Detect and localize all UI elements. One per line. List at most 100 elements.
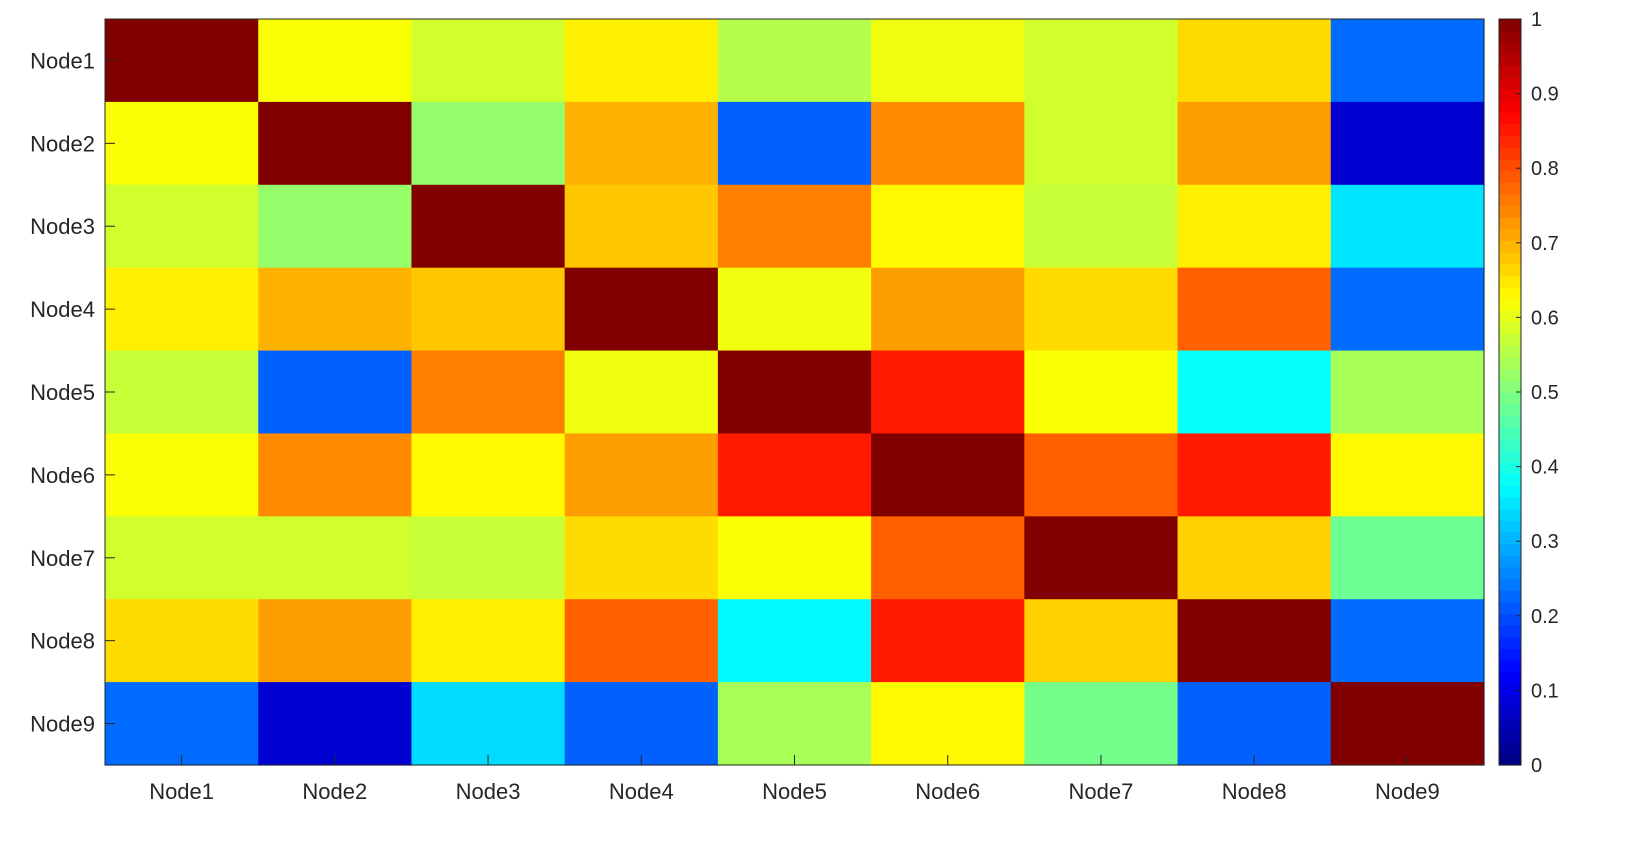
heatmap-cell — [1330, 19, 1485, 103]
colorbar-segment — [1499, 695, 1521, 708]
heatmap-cell — [1024, 682, 1179, 766]
colorbar-segment — [1499, 392, 1521, 405]
y-tick-label: Node8 — [30, 629, 95, 654]
colorbar-segment — [1499, 333, 1521, 346]
colorbar-segment — [1499, 543, 1521, 556]
colorbar-segment — [1499, 368, 1521, 381]
heatmap-cell — [1330, 599, 1485, 683]
heatmap-cell — [1177, 19, 1332, 103]
heatmap-cell — [717, 101, 872, 186]
heatmap-cell — [564, 433, 719, 517]
colorbar-segment — [1499, 380, 1521, 393]
colorbar-tick-label: 0.3 — [1531, 531, 1559, 553]
heatmap-cell — [1024, 19, 1179, 103]
colorbar-tick-label: 0.9 — [1531, 84, 1559, 106]
heatmap-cell — [258, 682, 413, 766]
heatmap-cell — [411, 350, 566, 435]
colorbar-segment — [1499, 158, 1521, 172]
heatmap-cell — [1024, 267, 1179, 352]
heatmap-cell — [871, 19, 1025, 103]
colorbar-tick-label: 0.7 — [1531, 233, 1559, 255]
colorbar-segment — [1499, 671, 1521, 685]
x-tick-label: Node8 — [1222, 779, 1287, 804]
heatmap-cell — [1177, 433, 1332, 517]
colorbar-segment — [1499, 706, 1521, 719]
colorbar-segment — [1499, 322, 1521, 335]
colorbar-tick-label: 0.8 — [1531, 158, 1559, 180]
colorbar-tick-label: 0.5 — [1531, 382, 1559, 404]
colorbar-segment — [1499, 753, 1521, 766]
heatmap-cell — [411, 682, 566, 766]
heatmap-cell — [871, 682, 1025, 766]
heatmap-cell — [564, 184, 719, 269]
colorbar-segment — [1499, 450, 1521, 463]
heatmap-cell — [411, 433, 566, 517]
colorbar-segment — [1499, 357, 1521, 370]
heatmap-cell — [105, 599, 259, 683]
heatmap-cell — [564, 516, 719, 600]
x-tick-label: Node5 — [762, 779, 827, 804]
colorbar-segment — [1499, 741, 1521, 754]
colorbar-segment — [1499, 88, 1521, 102]
colorbar-tick-label: 1 — [1531, 9, 1542, 31]
y-tick-label: Node6 — [30, 463, 95, 488]
colorbar-segment — [1499, 123, 1521, 137]
heatmap-cell — [411, 184, 566, 269]
heatmap-cell — [717, 433, 872, 517]
colorbar-segment — [1499, 240, 1521, 253]
colorbar-segment — [1499, 345, 1521, 358]
heatmap-cell — [1024, 184, 1179, 269]
colorbar-segment — [1499, 205, 1521, 218]
colorbar-segment — [1499, 263, 1521, 277]
heatmap-cell — [105, 19, 259, 103]
heatmap-cell — [411, 267, 566, 352]
colorbar-segment — [1499, 601, 1521, 615]
heatmap-cell — [717, 19, 872, 103]
heatmap-cell — [564, 599, 719, 683]
heatmap-cell — [1177, 682, 1332, 766]
heatmap-cell — [1330, 350, 1485, 435]
heatmap-cell — [1177, 599, 1332, 683]
heatmap-cell — [564, 350, 719, 435]
colorbar-segment — [1499, 135, 1521, 148]
colorbar-segment — [1499, 730, 1521, 743]
heatmap-cell — [1024, 101, 1179, 186]
heatmap-cell — [1177, 184, 1332, 269]
heatmap-cell — [1330, 516, 1485, 600]
heatmap-cell — [105, 433, 259, 517]
x-tick-label: Node4 — [609, 779, 674, 804]
heatmap-cell — [564, 19, 719, 103]
colorbar-segment — [1499, 613, 1521, 626]
colorbar-segment — [1499, 531, 1521, 545]
heatmap-cell — [871, 267, 1025, 352]
colorbar-tick-label: 0.2 — [1531, 606, 1559, 628]
x-tick-label: Node9 — [1375, 779, 1440, 804]
heatmap-cell — [105, 682, 259, 766]
heatmap-cell — [871, 184, 1025, 269]
heatmap-cell — [1024, 433, 1179, 517]
colorbar-segment — [1499, 625, 1521, 638]
colorbar-segment — [1499, 298, 1521, 312]
heatmap-cell — [717, 682, 872, 766]
y-tick-label: Node9 — [30, 712, 95, 737]
colorbar-tick-label: 0.4 — [1531, 457, 1559, 479]
heatmap-cell — [105, 516, 259, 600]
colorbar-segment — [1499, 30, 1521, 43]
heatmap-cell — [258, 267, 413, 352]
colorbar-segment — [1499, 555, 1521, 568]
colorbar-segment — [1499, 310, 1521, 323]
heatmap-cell — [1024, 599, 1179, 683]
y-tick-label: Node1 — [30, 48, 95, 73]
heatmap-cell — [1330, 433, 1485, 517]
colorbar-segment — [1499, 426, 1521, 440]
colorbar-segment — [1499, 508, 1521, 521]
heatmap-cell — [258, 101, 413, 186]
heatmap-cell — [258, 19, 413, 103]
colorbar-segment — [1499, 252, 1521, 265]
colorbar-segment — [1499, 683, 1521, 696]
heatmap-cell — [1177, 350, 1332, 435]
colorbar-segment — [1499, 147, 1521, 160]
heatmap-cell — [871, 350, 1025, 435]
heatmap-cell — [717, 267, 872, 352]
